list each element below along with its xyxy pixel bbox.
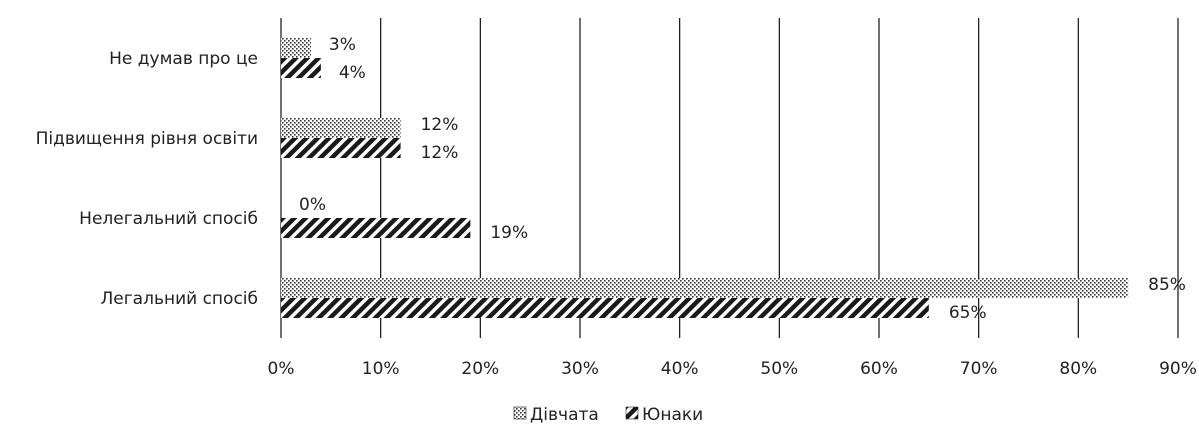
category-label: Підвищення рівня освіти: [36, 129, 258, 149]
bar-yunaky: [281, 298, 929, 318]
x-tick-label: 30%: [561, 359, 599, 379]
category-label: Легальний спосіб: [100, 289, 258, 309]
data-label: 12%: [421, 143, 459, 163]
data-label: 0%: [299, 195, 326, 215]
category-label: Нелегальний спосіб: [79, 209, 258, 229]
data-label: 85%: [1148, 275, 1186, 295]
gridlines: [280, 18, 1179, 338]
legend-label: Дівчата: [530, 405, 599, 425]
data-label: 3%: [329, 35, 356, 55]
bar-divchata: [281, 118, 401, 138]
bar-yunaky: [281, 58, 321, 78]
x-tick-label: 70%: [960, 359, 998, 379]
bar-divchata: [281, 278, 1129, 298]
legend-swatch-divchata: [513, 406, 527, 420]
category-labels: Не думав про це Підвищення рівня освіти Не…: [36, 49, 258, 309]
x-tick-label: 10%: [362, 359, 400, 379]
bar-yunaky: [281, 218, 471, 238]
x-tick-label: 20%: [461, 359, 499, 379]
x-tick-labels: 0% 10% 20% 30% 40% 50% 60% 70% 80% 90%: [268, 359, 1197, 379]
x-tick-label: 60%: [860, 359, 898, 379]
legend: Дівчата Юнаки: [513, 405, 703, 425]
data-label: 12%: [421, 115, 459, 135]
x-tick-label: 80%: [1059, 359, 1097, 379]
x-tick-label: 90%: [1159, 359, 1197, 379]
bars: [281, 38, 1129, 318]
x-tick-label: 40%: [661, 359, 699, 379]
x-tick-label: 50%: [760, 359, 798, 379]
category-label: Не думав про це: [109, 49, 258, 69]
legend-swatch-yunaky: [625, 406, 639, 420]
data-label: 65%: [949, 303, 987, 323]
data-label: 4%: [339, 63, 366, 83]
bar-divchata: [281, 38, 311, 58]
data-label: 19%: [490, 223, 528, 243]
data-labels: 3% 4% 12% 12% 0% 19% 85% 65%: [299, 35, 1186, 323]
x-tick-label: 0%: [268, 359, 295, 379]
legend-label: Юнаки: [642, 405, 703, 425]
bar-yunaky: [281, 138, 401, 158]
